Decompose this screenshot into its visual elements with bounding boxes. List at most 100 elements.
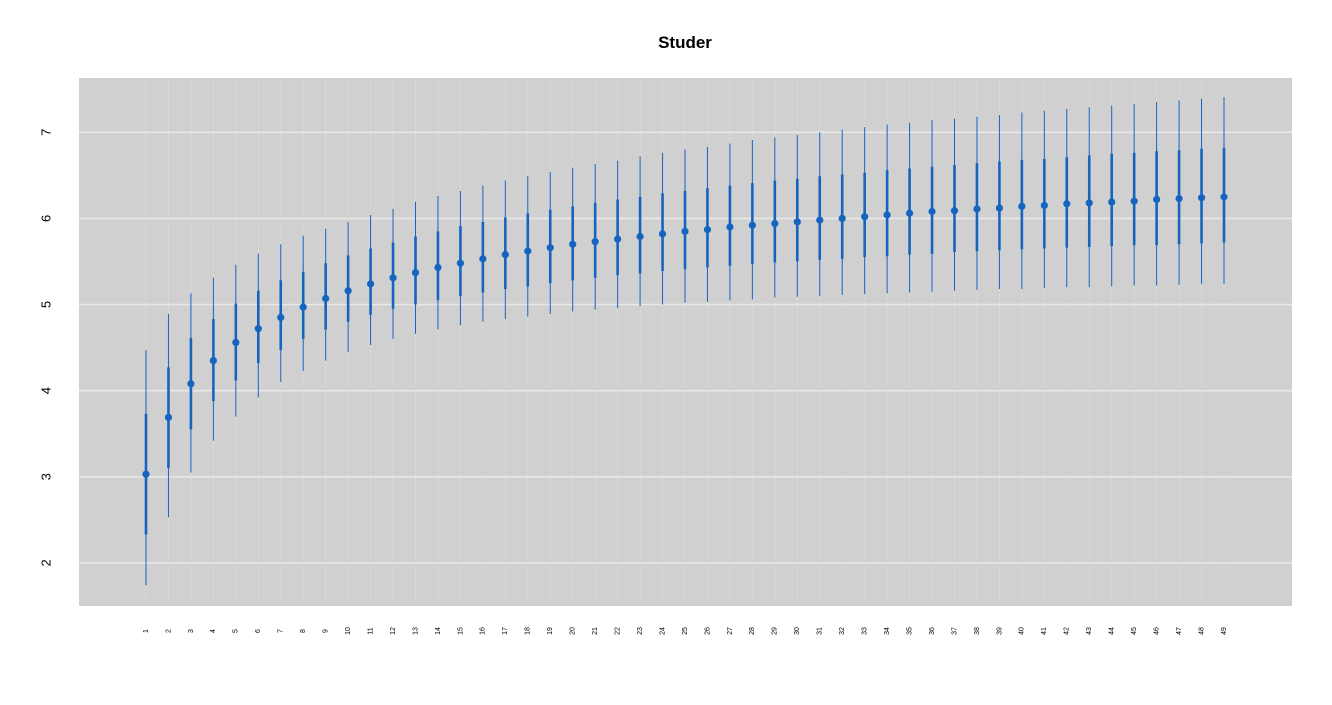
median-point-27 bbox=[726, 223, 734, 231]
x-tick-label: 37 bbox=[951, 627, 958, 635]
y-axis-ticks: 2 3 4 5 6 7 bbox=[38, 129, 53, 567]
x-tick-label: 49 bbox=[1221, 627, 1228, 635]
median-point-32 bbox=[838, 214, 846, 222]
x-tick-label: 42 bbox=[1064, 627, 1071, 635]
y-tick-label: 3 bbox=[38, 473, 53, 480]
y-tick-label: 2 bbox=[38, 559, 53, 566]
median-point-45 bbox=[1130, 197, 1138, 205]
x-tick-label: 24 bbox=[659, 627, 666, 635]
x-tick-label: 47 bbox=[1176, 627, 1183, 635]
x-tick-label: 18 bbox=[525, 627, 532, 635]
median-point-4 bbox=[209, 356, 217, 365]
x-tick-label: 1 bbox=[143, 629, 150, 633]
median-point-41 bbox=[1040, 201, 1048, 210]
chart-title: Studer bbox=[658, 33, 712, 52]
median-point-36 bbox=[928, 207, 936, 216]
x-tick-label: 2 bbox=[165, 629, 172, 633]
median-point-20 bbox=[569, 240, 577, 248]
median-point-11 bbox=[366, 280, 375, 288]
median-point-35 bbox=[905, 209, 914, 217]
median-point-10 bbox=[344, 287, 352, 295]
x-tick-label: 43 bbox=[1086, 627, 1093, 635]
median-point-2 bbox=[164, 413, 173, 421]
x-tick-label: 45 bbox=[1131, 627, 1138, 635]
median-point-23 bbox=[636, 232, 644, 241]
x-tick-label: 16 bbox=[480, 627, 487, 635]
y-tick-label: 4 bbox=[38, 387, 53, 394]
median-point-17 bbox=[501, 250, 509, 259]
median-point-1 bbox=[142, 470, 150, 478]
y-tick-label: 7 bbox=[38, 129, 53, 136]
x-tick-label: 36 bbox=[929, 627, 936, 635]
median-point-37 bbox=[950, 207, 959, 215]
median-point-39 bbox=[995, 204, 1004, 212]
x-tick-label: 41 bbox=[1041, 627, 1048, 635]
x-tick-label: 29 bbox=[772, 627, 779, 635]
y-tick-label: 6 bbox=[38, 215, 53, 222]
median-point-33 bbox=[861, 213, 869, 221]
x-tick-label: 46 bbox=[1153, 627, 1160, 635]
x-tick-label: 35 bbox=[906, 627, 913, 635]
median-point-25 bbox=[681, 227, 689, 235]
x-tick-label: 14 bbox=[435, 627, 442, 635]
median-point-24 bbox=[658, 230, 667, 238]
median-point-13 bbox=[411, 269, 420, 277]
x-tick-label: 12 bbox=[390, 627, 397, 635]
x-tick-label: 39 bbox=[996, 627, 1003, 635]
median-point-26 bbox=[703, 225, 712, 234]
median-point-16 bbox=[479, 255, 487, 263]
median-point-31 bbox=[816, 216, 824, 224]
x-tick-label: 26 bbox=[704, 627, 711, 635]
x-tick-label: 6 bbox=[255, 629, 262, 633]
median-point-14 bbox=[434, 263, 442, 272]
x-axis-ticks: 1 2 3 4 5 6 7 8 9 10 11 12 13 14 15 16 17 18 19 20 21 22 23 24 2… bbox=[143, 627, 1228, 635]
median-point-8 bbox=[299, 303, 307, 311]
x-tick-label: 25 bbox=[682, 627, 689, 635]
x-tick-label: 44 bbox=[1109, 627, 1116, 635]
median-point-9 bbox=[322, 294, 330, 303]
median-point-43 bbox=[1085, 199, 1093, 207]
x-tick-label: 21 bbox=[592, 627, 599, 635]
x-tick-label: 20 bbox=[570, 627, 577, 635]
x-tick-label: 34 bbox=[884, 627, 891, 635]
x-tick-label: 23 bbox=[637, 627, 644, 635]
median-point-34 bbox=[883, 211, 891, 219]
y-tick-label: 5 bbox=[38, 301, 53, 308]
x-tick-label: 13 bbox=[412, 627, 419, 635]
median-point-40 bbox=[1018, 202, 1026, 210]
x-tick-label: 28 bbox=[749, 627, 756, 635]
median-point-29 bbox=[771, 219, 779, 228]
median-point-7 bbox=[277, 313, 285, 322]
x-tick-label: 17 bbox=[502, 627, 509, 635]
median-point-22 bbox=[614, 235, 622, 243]
median-point-47 bbox=[1175, 194, 1183, 203]
x-tick-label: 40 bbox=[1019, 627, 1026, 635]
median-point-48 bbox=[1197, 194, 1206, 202]
median-point-19 bbox=[546, 244, 554, 252]
x-tick-label: 32 bbox=[839, 627, 846, 635]
x-tick-label: 11 bbox=[367, 627, 374, 634]
median-point-30 bbox=[793, 218, 801, 226]
x-tick-label: 30 bbox=[794, 627, 801, 635]
x-tick-label: 22 bbox=[614, 627, 621, 635]
x-tick-label: 15 bbox=[457, 627, 464, 635]
x-tick-label: 8 bbox=[300, 629, 307, 633]
median-point-21 bbox=[591, 238, 599, 246]
x-tick-label: 3 bbox=[188, 629, 195, 633]
median-point-15 bbox=[456, 259, 465, 267]
x-tick-label: 31 bbox=[817, 627, 824, 635]
median-point-42 bbox=[1063, 200, 1071, 208]
x-tick-label: 48 bbox=[1198, 627, 1205, 635]
interval-marks bbox=[142, 96, 1228, 586]
median-point-46 bbox=[1153, 195, 1161, 204]
median-point-18 bbox=[524, 247, 532, 255]
median-point-38 bbox=[973, 205, 981, 213]
x-tick-label: 10 bbox=[345, 627, 352, 635]
x-tick-label: 4 bbox=[210, 629, 217, 633]
median-point-12 bbox=[389, 274, 397, 282]
median-point-44 bbox=[1108, 198, 1116, 206]
x-tick-label: 27 bbox=[727, 627, 734, 635]
median-point-28 bbox=[748, 221, 756, 229]
median-point-3 bbox=[187, 380, 195, 388]
